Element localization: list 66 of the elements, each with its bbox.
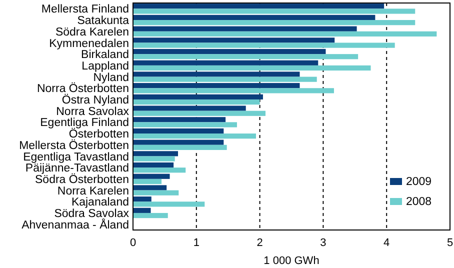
bar — [133, 26, 357, 32]
bar — [133, 117, 226, 122]
y-tick-label: Östra Nyland — [62, 94, 129, 106]
y-tick-label: Ahvenanmaa - Åland — [22, 217, 129, 232]
y-tick-label: Lappland — [82, 60, 129, 72]
bar — [133, 212, 168, 218]
bar — [133, 151, 178, 156]
x-tick-label: 3 — [320, 237, 326, 249]
y-tick-label: Mellersta Finland — [41, 4, 129, 16]
bar — [133, 162, 174, 168]
y-tick-label: Norra Österbotten — [36, 82, 129, 96]
bar — [133, 140, 224, 145]
bar — [133, 144, 227, 150]
bar — [133, 110, 266, 116]
y-tick-label: Egentliga Finland — [40, 117, 129, 130]
bar — [133, 8, 416, 14]
bar — [133, 38, 335, 43]
y-tick-label: Birkaland — [81, 49, 129, 62]
y-tick-label: Kymmenedalen — [49, 38, 129, 50]
bar — [133, 208, 151, 213]
bar — [133, 48, 326, 54]
bar — [133, 99, 260, 105]
y-tick-label: Satakunta — [77, 15, 130, 28]
y-tick-label: Kajanaland — [71, 196, 129, 209]
y-tick-label: Mellersta Österbotten — [19, 138, 129, 152]
bar — [133, 196, 152, 202]
bar — [133, 106, 246, 111]
bar — [133, 94, 263, 100]
bar — [133, 72, 300, 77]
y-tick-label: Södra Savolax — [54, 208, 130, 220]
legend-label: 2008 — [406, 196, 432, 208]
y-tick-label: Nyland — [93, 72, 129, 84]
y-tick-label: Södra Österbotten — [35, 172, 129, 186]
x-tick-label: 5 — [446, 237, 454, 249]
x-tick-label: 4 — [384, 237, 390, 249]
y-tick-label: Södra Karelen — [55, 26, 129, 38]
bar — [133, 76, 317, 82]
bar — [133, 20, 416, 26]
bar — [133, 168, 186, 173]
bar — [133, 65, 371, 71]
bar — [133, 14, 376, 20]
bar — [133, 134, 256, 139]
x-axis-title: 1 000 GWh — [264, 255, 320, 267]
bar — [133, 83, 300, 88]
y-tick-label: Päijänne-Tavastland — [25, 162, 129, 175]
x-tick-label: 1 — [193, 237, 200, 249]
x-tick-label: 0 — [130, 237, 136, 249]
y-tick-label: Egentliga Tavastland — [23, 151, 129, 164]
bar — [133, 202, 205, 207]
bar — [133, 178, 162, 184]
legend-label: 2009 — [406, 176, 432, 188]
bar — [133, 122, 237, 128]
bar — [133, 31, 437, 36]
bar — [133, 54, 358, 60]
bar — [133, 88, 334, 94]
bar — [133, 42, 395, 48]
y-tick-label: Norra Karelen — [57, 185, 129, 198]
bar — [133, 185, 167, 190]
bar — [133, 128, 224, 134]
bar — [133, 190, 179, 196]
bar — [133, 4, 384, 9]
bar — [133, 156, 175, 162]
x-tick-label: 2 — [256, 237, 263, 249]
bar — [133, 60, 318, 66]
y-tick-label: Norra Savolax — [56, 106, 130, 118]
bar — [133, 174, 170, 179]
